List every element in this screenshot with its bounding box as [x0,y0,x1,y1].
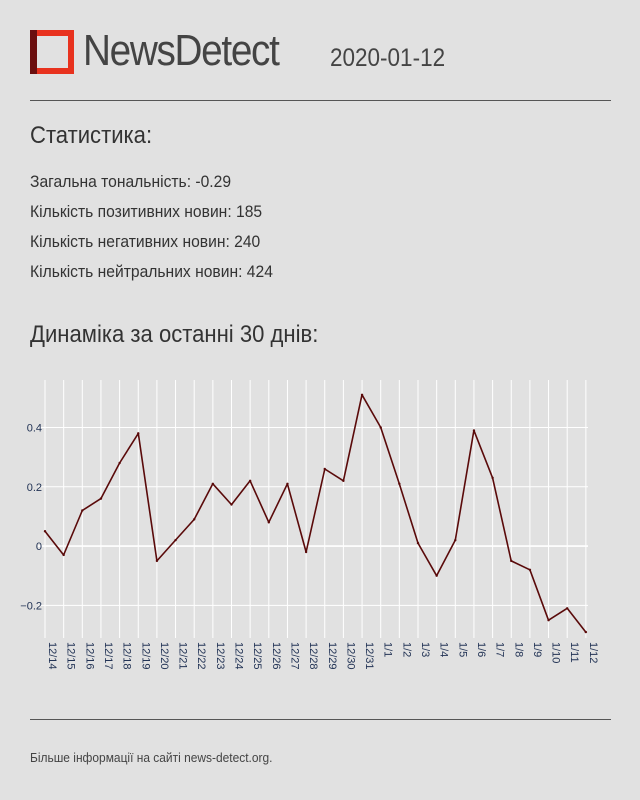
x-tick-label: 1/8 [512,642,524,657]
stat-neutral: Кількість нейтральних новин: 424 [30,262,273,281]
data-point [584,630,588,634]
x-tick-label: 12/27 [288,642,300,670]
x-tick-label: 12/31 [363,642,375,670]
data-point [62,553,65,557]
x-tick-label: 12/18 [121,642,133,670]
stat-tone: Загальна тональність: -0.29 [30,172,232,191]
data-point [118,461,121,465]
footer-divider [30,719,611,720]
x-tick-label: 1/6 [475,642,487,657]
x-tick-label: 1/12 [587,642,599,663]
data-point [304,550,308,554]
data-point [81,509,84,512]
data-point [510,559,513,563]
x-tick-label: 12/29 [326,642,338,670]
data-point [360,393,364,397]
x-tick-label: 12/16 [83,642,95,670]
stats-title: Статистика: [30,122,153,149]
y-tick-label: 0.4 [27,422,42,434]
x-tick-label: 12/23 [214,642,226,670]
x-tick-label: 1/4 [438,642,450,657]
x-tick-label: 1/10 [550,642,562,663]
x-tick-label: 12/25 [251,642,263,670]
data-point [566,607,569,610]
data-point [491,476,494,480]
x-tick-label: 12/22 [195,642,207,670]
stat-negative: Кількість негативних новин: 240 [30,232,261,251]
data-point [286,482,289,485]
x-tick-label: 1/5 [456,642,468,657]
data-point [398,482,401,485]
data-point [211,482,215,485]
report-date: 2020-01-12 [330,44,446,72]
data-point [547,619,550,622]
data-point [43,530,47,533]
data-point [99,497,103,500]
footer-note: Більше інформації на сайті news-detect.o… [30,750,273,765]
data-point [267,521,270,524]
x-tick-label: 12/21 [177,642,189,670]
data-point [137,432,140,435]
data-point [323,467,326,471]
y-tick-label: 0 [36,541,42,553]
x-tick-label: 12/24 [233,642,245,670]
data-point [174,538,177,542]
header: NewsDetect 2020-01-12 [30,26,610,76]
x-tick-label: 12/14 [46,642,58,670]
data-point [155,559,159,563]
x-tick-label: 1/9 [531,642,543,657]
chart-title: Динаміка за останні 30 днів: [30,321,319,348]
header-divider [30,100,611,101]
newsdetect-logo-icon [30,30,74,74]
x-tick-label: 12/28 [307,642,319,670]
data-point [435,574,438,577]
x-tick-label: 12/15 [65,642,77,670]
x-tick-label: 12/26 [270,642,282,670]
x-tick-label: 1/7 [494,642,506,657]
data-point [454,538,457,542]
x-tick-label: 12/30 [344,642,356,670]
data-point [230,503,233,506]
data-point [248,479,252,483]
x-tick-label: 1/3 [419,642,431,657]
brand-name: NewsDetect [83,26,280,75]
data-point [472,429,476,432]
x-tick-label: 1/1 [382,642,394,657]
tone-line-chart: −0.2 0 0.2 0.4 12/14 12/15 12/16 12/17 12/18 12/1… [20,380,599,670]
x-tick-label: 1/2 [400,642,412,657]
x-tick-label: 1/11 [568,642,580,663]
y-tick-label: 0.2 [27,482,42,494]
tone-series-line [44,393,587,633]
data-point [342,479,345,483]
stat-positive: Кількість позитивних новин: 185 [30,202,263,221]
data-point [193,518,196,521]
data-point [379,426,382,429]
data-point [416,541,420,545]
x-tick-label: 12/19 [139,642,151,670]
x-tick-label: 12/20 [158,642,170,670]
x-tick-label: 12/17 [102,642,114,670]
y-tick-label: −0.2 [20,600,42,612]
data-point [528,568,532,571]
